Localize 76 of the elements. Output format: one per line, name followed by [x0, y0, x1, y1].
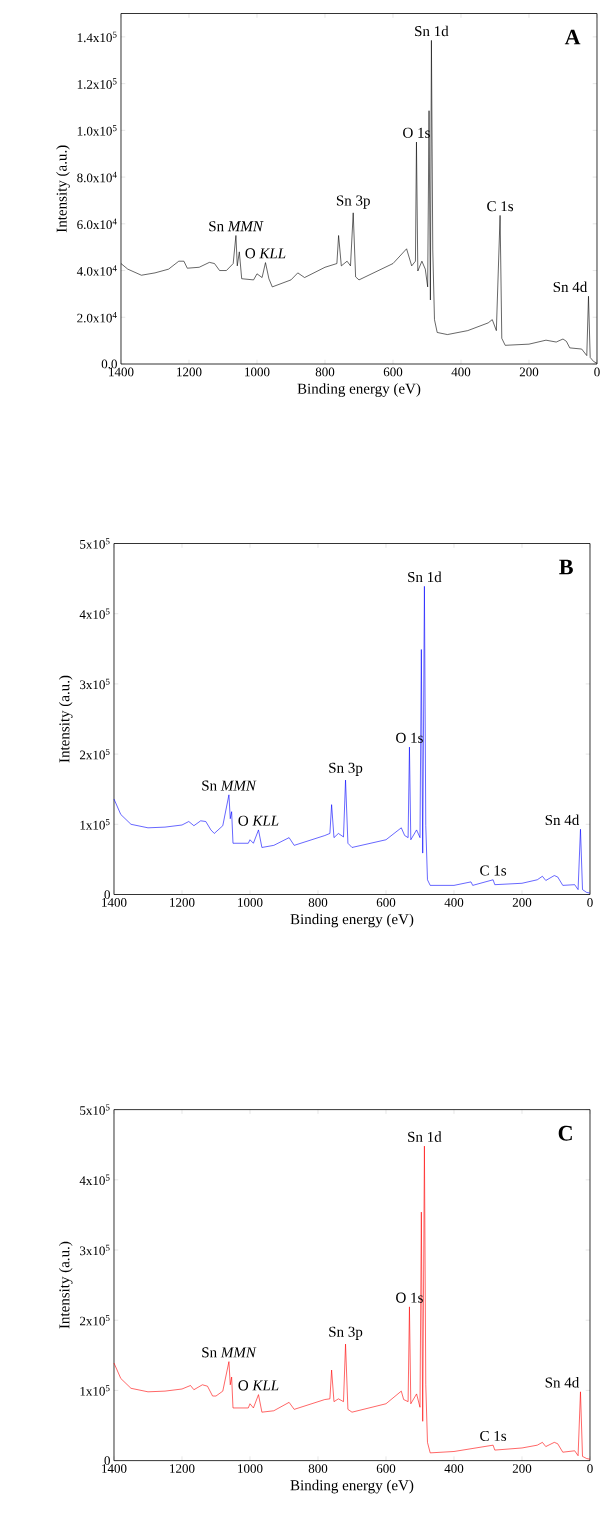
annotation: O KLL — [238, 1380, 279, 1391]
annotation: Sn 1d — [408, 571, 442, 583]
y-axis-title: Intensity (a.u.) — [56, 145, 70, 233]
x-tick-label: 800 — [308, 1464, 328, 1473]
x-tick-label: 200 — [520, 367, 539, 377]
y-tick-label: 0 — [104, 1456, 111, 1465]
y-tick-label: 0 — [104, 890, 111, 899]
y-tick-label: 4x10$^{5}$ — [79, 1174, 110, 1186]
x-axis-title: Binding energy (eV) — [290, 1479, 414, 1494]
y-tick-label: 3x10$^{5}$ — [80, 678, 110, 690]
y-tick-label: 1x10$^{5}$ — [80, 1385, 110, 1396]
y-axis-title: Intensity (a.u.) — [59, 1241, 73, 1329]
annotation: Sn 3p — [329, 762, 363, 776]
annotation: C 1s — [480, 1430, 507, 1441]
x-tick-label: 600 — [384, 367, 403, 377]
x-tick-label: 1200 — [177, 367, 202, 377]
y-tick-label: 1.0x10$^{5}$ — [78, 125, 117, 136]
y-tick-label: 2x10$^{5}$ — [80, 1314, 110, 1326]
annotation: Sn 4d — [553, 281, 588, 293]
annotation: Sn MMN — [202, 1347, 257, 1358]
y-tick-label: 1.4x10$^{5}$ — [78, 31, 117, 43]
annotation: C 1s — [480, 865, 507, 876]
x-tick-label: 1000 — [238, 898, 263, 907]
y-tick-label: 8.0x10$^{4}$ — [77, 171, 118, 183]
y-tick-label: 2.0x10$^{4}$ — [77, 312, 118, 323]
x-tick-label: 1400 — [102, 898, 127, 907]
y-tick-label: 5x10$^{5}$ — [80, 1104, 110, 1115]
y-axis-title: Intensity (a.u.) — [59, 675, 73, 763]
x-tick-label: 400 — [444, 1464, 464, 1473]
y-tick-label: 1.2x10$^{5}$ — [78, 78, 117, 89]
x-axis-title: Binding energy (eV) — [290, 913, 414, 928]
annotation: Sn MMN — [202, 780, 257, 791]
annotation: O 1s — [403, 127, 431, 138]
annotation: Sn 3p — [337, 195, 371, 209]
y-tick-label: 5x10$^{5}$ — [80, 538, 110, 549]
annotation: Sn 4d — [545, 1377, 580, 1388]
annotation: O KLL — [245, 248, 286, 259]
y-tick-label: 6.0x10$^{4}$ — [77, 218, 118, 230]
annotation: Sn 3p — [329, 1326, 363, 1340]
y-tick-label: 1x10$^{5}$ — [80, 819, 110, 830]
annotation: Sn MMN — [209, 221, 264, 232]
x-tick-label: 200 — [513, 1464, 532, 1473]
x-tick-label: 800 — [308, 898, 328, 907]
x-axis-title: Binding energy (eV) — [297, 383, 421, 397]
y-tick-label: 3x10$^{5}$ — [80, 1244, 110, 1256]
x-tick-label: 1200 — [170, 1464, 195, 1473]
annotation: O KLL — [238, 815, 279, 826]
x-tick-label: 1000 — [245, 367, 270, 377]
annotation: O 1s — [396, 1292, 424, 1303]
x-tick-label: 1200 — [170, 898, 195, 907]
x-tick-label: 200 — [513, 898, 532, 907]
annotation: B — [559, 559, 574, 575]
x-tick-label: 0 — [587, 1464, 593, 1473]
y-tick-label: 0.0 — [101, 359, 118, 369]
x-tick-label: 0 — [587, 898, 593, 907]
annotation: Sn 4d — [545, 814, 580, 826]
annotation: C 1s — [487, 201, 514, 212]
annotation: O 1s — [396, 732, 424, 743]
annotation: C — [558, 1125, 573, 1141]
line-series — [113, 1145, 591, 1460]
x-tick-label: 600 — [377, 898, 396, 907]
annotation: Sn 1d — [415, 25, 449, 37]
y-tick-label: 2x10$^{5}$ — [80, 748, 110, 760]
x-tick-label: 1400 — [102, 1464, 127, 1473]
annotation: A — [565, 29, 581, 45]
x-tick-label: 400 — [444, 898, 464, 907]
x-tick-label: 600 — [377, 1464, 396, 1473]
x-tick-label: 1000 — [238, 1464, 263, 1473]
x-tick-label: 1400 — [109, 367, 134, 377]
y-tick-label: 4x10$^{5}$ — [79, 608, 110, 619]
x-tick-label: 800 — [315, 367, 335, 377]
x-tick-label: 400 — [451, 367, 471, 377]
x-tick-label: 0 — [594, 367, 600, 377]
y-tick-label: 4.0x10$^{4}$ — [77, 265, 118, 276]
line-series — [113, 586, 591, 894]
annotation: Sn 1d — [408, 1131, 442, 1142]
